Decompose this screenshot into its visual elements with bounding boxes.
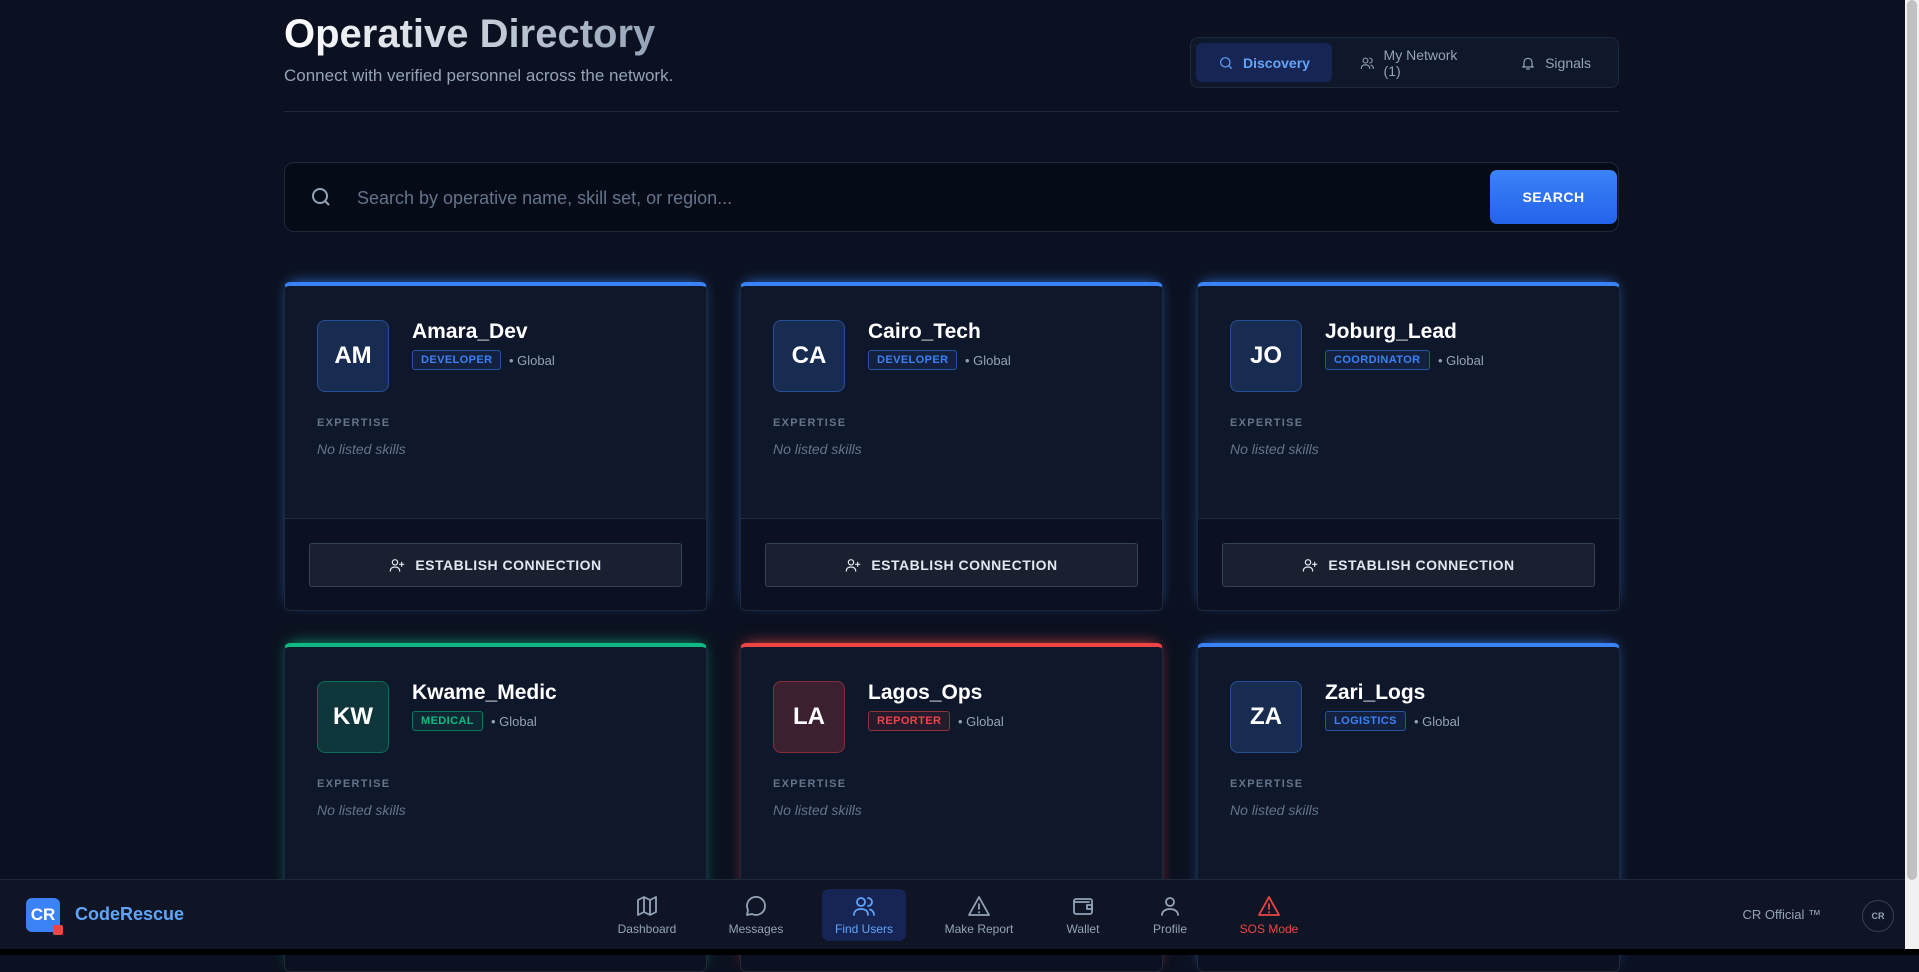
card-footer: ESTABLISH CONNECTION <box>1198 518 1619 610</box>
search-icon <box>312 188 330 206</box>
connect-label: ESTABLISH CONNECTION <box>871 557 1058 573</box>
search-button[interactable]: SEARCH <box>1490 170 1617 224</box>
card-footer: ESTABLISH CONNECTION <box>741 518 1162 610</box>
user-name: Zari_Logs <box>1325 681 1426 704</box>
region: • Global <box>1414 714 1460 729</box>
icon <box>1161 897 1179 916</box>
user-name: Amara_Dev <box>412 320 528 343</box>
user-card: JO Joburg_Lead COORDINATOR • Global EXPERTIS… <box>1197 282 1620 611</box>
nav-label: Wallet <box>1066 922 1100 936</box>
expertise-label: EXPERTISE <box>773 778 847 790</box>
icon <box>1258 896 1280 916</box>
divider <box>284 111 1619 112</box>
user-card: CA Cairo_Tech DEVELOPER • Global EXPERTISE No… <box>740 282 1163 611</box>
card-footer: ESTABLISH CONNECTION <box>285 518 706 610</box>
expertise-label: EXPERTISE <box>1230 417 1304 429</box>
title: Operative Directory <box>284 12 656 56</box>
icon <box>1303 559 1318 572</box>
connect-label: ESTABLISH CONNECTION <box>415 557 602 573</box>
nav-item[interactable]: Wallet <box>1041 889 1125 941</box>
subtitle: Connect with verified personnel across t… <box>284 66 674 85</box>
region: • Global <box>965 353 1011 368</box>
role-badge: COORDINATOR <box>1325 350 1430 370</box>
region: • Global <box>958 714 1004 729</box>
tab[interactable]: Signals <box>1498 43 1613 82</box>
tab[interactable]: My Network (1) <box>1338 43 1492 82</box>
icon <box>1360 57 1374 69</box>
skills: No listed skills <box>1230 441 1319 457</box>
tabs: Discovery My Network (1) Signals <box>1190 37 1619 88</box>
brand: CodeRescue <box>75 904 185 924</box>
avatar: LA <box>773 681 845 753</box>
user-avatar[interactable]: CR <box>1862 900 1894 932</box>
official-label: CR Official ™ <box>1742 907 1822 922</box>
region: • Global <box>1438 353 1484 368</box>
nav-item[interactable]: Dashboard <box>605 889 689 941</box>
user-name: Cairo_Tech <box>868 320 981 343</box>
icon <box>1522 57 1535 70</box>
bottom-bar <box>0 949 1919 955</box>
user-name: Kwame_Medic <box>412 681 557 704</box>
icon <box>1220 56 1232 69</box>
role-badge: REPORTER <box>868 711 951 731</box>
role-badge: LOGISTICS <box>1325 711 1406 731</box>
tab-label: Discovery <box>1243 54 1310 71</box>
nav-label: Profile <box>1152 922 1187 936</box>
skills: No listed skills <box>773 802 862 818</box>
logo[interactable]: CR <box>26 898 63 935</box>
tab[interactable]: Discovery <box>1196 43 1332 82</box>
user-card: AM Amara_Dev DEVELOPER • Global EXPERTISE No … <box>284 282 707 611</box>
expertise-label: EXPERTISE <box>317 778 391 790</box>
region: • Global <box>491 714 537 729</box>
avatar: KW <box>317 681 389 753</box>
nav-label: Make Report <box>944 922 1014 936</box>
icon <box>637 896 657 916</box>
connect-button[interactable]: ESTABLISH CONNECTION <box>765 543 1138 587</box>
expertise-label: EXPERTISE <box>317 417 391 429</box>
search-bar: Search by operative name, skill set, or … <box>284 162 1619 232</box>
scrollbar-thumb <box>1907 0 1917 880</box>
expertise-label: EXPERTISE <box>773 417 847 429</box>
nav-label: Find Users <box>834 922 893 936</box>
region: • Global <box>509 353 555 368</box>
nav-label: SOS Mode <box>1239 922 1299 936</box>
skills: No listed skills <box>317 802 406 818</box>
expertise-label: EXPERTISE <box>1230 778 1304 790</box>
connect-button[interactable]: ESTABLISH CONNECTION <box>309 543 682 587</box>
nav-label: Messages <box>728 922 784 936</box>
skills: No listed skills <box>1230 802 1319 818</box>
icon <box>1073 898 1093 915</box>
icon <box>968 896 990 916</box>
bottom-nav: CR CodeRescue CR Official ™ CR Dashboard… <box>0 879 1905 949</box>
icon <box>746 895 766 916</box>
nav-item[interactable]: Find Users <box>822 889 906 941</box>
avatar: CA <box>773 320 845 392</box>
avatar: ZA <box>1230 681 1302 753</box>
user-name: Joburg_Lead <box>1325 320 1457 343</box>
tab-label: My Network (1) <box>1383 46 1458 79</box>
connect-button[interactable]: ESTABLISH CONNECTION <box>1222 543 1595 587</box>
icon <box>846 559 861 572</box>
nav-item[interactable]: Messages <box>714 889 798 941</box>
role-badge: MEDICAL <box>412 711 483 731</box>
logo-text: CR <box>30 905 56 924</box>
role-badge: DEVELOPER <box>412 350 502 370</box>
user-name: Lagos_Ops <box>868 681 983 704</box>
nav-item[interactable]: Profile <box>1128 889 1212 941</box>
nav-label: Dashboard <box>617 922 677 936</box>
logo-badge <box>53 925 63 935</box>
icon <box>390 559 405 572</box>
avatar: JO <box>1230 320 1302 392</box>
role-badge: DEVELOPER <box>868 350 958 370</box>
icon <box>853 897 875 916</box>
nav-item[interactable]: SOS Mode <box>1227 889 1311 941</box>
skills: No listed skills <box>317 441 406 457</box>
connect-label: ESTABLISH CONNECTION <box>1328 557 1515 573</box>
tab-label: Signals <box>1545 54 1591 71</box>
nav-item[interactable]: Make Report <box>937 889 1021 941</box>
skills: No listed skills <box>773 441 862 457</box>
search-input[interactable]: Search by operative name, skill set, or … <box>357 188 733 208</box>
avatar: AM <box>317 320 389 392</box>
